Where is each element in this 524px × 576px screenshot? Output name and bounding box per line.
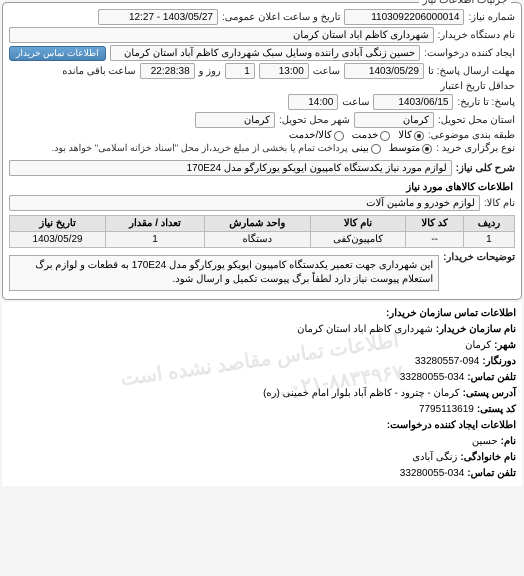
goods-name-field: لوازم خودرو و ماشین آلات xyxy=(9,195,480,211)
radio-icon xyxy=(422,144,432,154)
goods-section-title: اطلاعات کالاهای مورد نیاز xyxy=(11,182,513,193)
deadline-hour-label: ساعت xyxy=(313,66,340,77)
need-number-label: شماره نیاز: xyxy=(468,12,515,23)
requester-field: حسین زنگی آبادی راننده وسایل سبک شهرداری… xyxy=(110,45,421,61)
radio-icon xyxy=(380,131,390,141)
first-label: نام: xyxy=(501,434,516,450)
goods-table: ردیف کد کالا نام کالا واحد شمارش تعداد /… xyxy=(9,215,515,248)
last-label: نام خانوادگی: xyxy=(460,450,516,466)
category-option-0[interactable]: کالا xyxy=(398,130,424,141)
purchase-note: پرداخت تمام یا بخشی از مبلغ خرید،از محل … xyxy=(52,143,348,154)
category-option-1[interactable]: خدمت xyxy=(352,130,391,141)
table-row: 1 -- کامپیون‌کفی دستگاه 1 1403/05/29 xyxy=(10,232,515,248)
validity-label: حداقل تاریخ اعتبار xyxy=(440,81,515,92)
delivery-province-label: استان محل تحویل: xyxy=(438,115,515,126)
deadline-date-field: 1403/05/29 xyxy=(344,63,424,79)
remain-label: ساعت باقی مانده xyxy=(62,66,135,77)
table-cell: 1 xyxy=(463,232,514,248)
days-label: روز و xyxy=(199,66,221,77)
note-label: توضیحات خریدار: xyxy=(443,252,515,263)
deadline-hour-field: 13:00 xyxy=(259,63,309,79)
postal-label: کد پستی: xyxy=(477,402,516,418)
remain-field: 22:28:38 xyxy=(140,63,195,79)
table-header: نام کالا xyxy=(310,216,406,232)
address-label: آدرس پستی: xyxy=(463,386,516,402)
org-label: نام سازمان خریدار: xyxy=(436,322,516,338)
delivery-province-field: کرمان xyxy=(354,112,434,128)
desc-title-field: لوازم مورد نیاز یکدستگاه کامپیون ایویکو … xyxy=(9,160,452,176)
first-value: حسین xyxy=(472,434,498,450)
table-header-row: ردیف کد کالا نام کالا واحد شمارش تعداد /… xyxy=(10,216,515,232)
desc-title-label: شرح کلی نیاز: xyxy=(456,163,515,174)
purchase-type-radio-group: متوسط بینی xyxy=(352,143,433,154)
deadline-label: مهلت ارسال پاسخ: تا xyxy=(428,66,515,77)
watermark-text: اطلاعات تماس مقاصد نشده است ۰۲۱-۸۸۳۴۹۶۷.… xyxy=(118,324,405,426)
purchase-type-label: نوع برگزاری خرید : xyxy=(436,143,515,154)
category-option-1-label: خدمت xyxy=(352,130,379,141)
note-box: این شهرداری جهت تعمیر یکدستگاه کامپیون ا… xyxy=(9,255,439,291)
announce-field: 1403/05/27 - 12:27 xyxy=(98,9,218,25)
city-value: کرمان xyxy=(465,338,491,354)
phone2-label: تلفن تماس: xyxy=(467,466,516,482)
org-value: شهرداری کاظم اباد استان کرمان xyxy=(297,322,433,338)
table-cell: 1 xyxy=(106,232,205,248)
category-radio-group: کالا خدمت کالا/خدمت xyxy=(289,130,424,141)
table-header: ردیف xyxy=(463,216,514,232)
radio-icon xyxy=(334,131,344,141)
main-panel: جزئیات اطلاعات نیاز شماره نیاز: 11030922… xyxy=(2,2,522,300)
phone2-value: 33280055-034 xyxy=(400,466,465,482)
buyer-field: شهرداری کاظم اباد استان کرمان xyxy=(9,27,434,43)
radio-icon xyxy=(414,131,424,141)
purchase-option-0[interactable]: متوسط xyxy=(389,143,432,154)
table-cell: کامپیون‌کفی xyxy=(310,232,406,248)
table-cell: 1403/05/29 xyxy=(10,232,106,248)
table-header: کد کالا xyxy=(406,216,463,232)
contact-section-title: اطلاعات تماس سازمان خریدار: xyxy=(8,306,516,322)
days-field: 1 xyxy=(225,63,255,79)
requester-label: ایجاد کننده درخواست: xyxy=(424,48,515,59)
buyer-label: نام دستگاه خریدار: xyxy=(438,30,515,41)
table-cell: دستگاه xyxy=(204,232,310,248)
postal-value: 7795113619 xyxy=(419,402,474,418)
fax-label: دورنگار: xyxy=(482,354,516,370)
phone-label: تلفن تماس: xyxy=(467,370,516,386)
goods-name-label: نام کالا: xyxy=(484,198,515,209)
phone-value: 33280055-034 xyxy=(400,370,465,386)
table-header: تعداد / مقدار xyxy=(106,216,205,232)
purchase-option-1[interactable]: بینی xyxy=(352,143,381,154)
contact-block: اطلاعات تماس مقاصد نشده است ۰۲۱-۸۸۳۴۹۶۷.… xyxy=(2,302,522,486)
req-creator-label: اطلاعات ایجاد کننده درخواست: xyxy=(8,418,516,434)
purchase-option-0-label: متوسط xyxy=(389,143,420,154)
contact-button[interactable]: اطلاعات تماس خریدار xyxy=(9,46,106,61)
validity-date-field: 1403/06/15 xyxy=(373,94,453,110)
table-header: تاریخ نیاز xyxy=(10,216,106,232)
panel-title: جزئیات اطلاعات نیاز xyxy=(419,0,511,6)
table-cell: -- xyxy=(406,232,463,248)
category-option-2[interactable]: کالا/خدمت xyxy=(289,130,344,141)
delivery-city-label: شهر محل تحویل: xyxy=(279,115,350,126)
need-number-field: 1103092206000014 xyxy=(344,9,464,25)
last-value: زنگی آبادی xyxy=(412,450,457,466)
category-option-0-label: کالا xyxy=(398,130,412,141)
purchase-option-1-label: بینی xyxy=(352,143,369,154)
validity-hour-field: 14:00 xyxy=(288,94,338,110)
table-header: واحد شمارش xyxy=(204,216,310,232)
announce-label: تاریخ و ساعت اعلان عمومی: xyxy=(222,12,341,23)
city-label: شهر: xyxy=(494,338,516,354)
category-label: طبقه بندی موضوعی: xyxy=(428,130,515,141)
address-value: کرمان - چترود - کاظم آباد بلوار امام خمی… xyxy=(263,386,459,402)
category-option-2-label: کالا/خدمت xyxy=(289,130,332,141)
validity-sublabel: پاسخ: تا تاریخ: xyxy=(457,97,515,108)
radio-icon xyxy=(371,144,381,154)
validity-hour-label: ساعت xyxy=(342,97,369,108)
fax-value: 33280557-094 xyxy=(415,354,480,370)
delivery-city-field: کرمان xyxy=(195,112,275,128)
